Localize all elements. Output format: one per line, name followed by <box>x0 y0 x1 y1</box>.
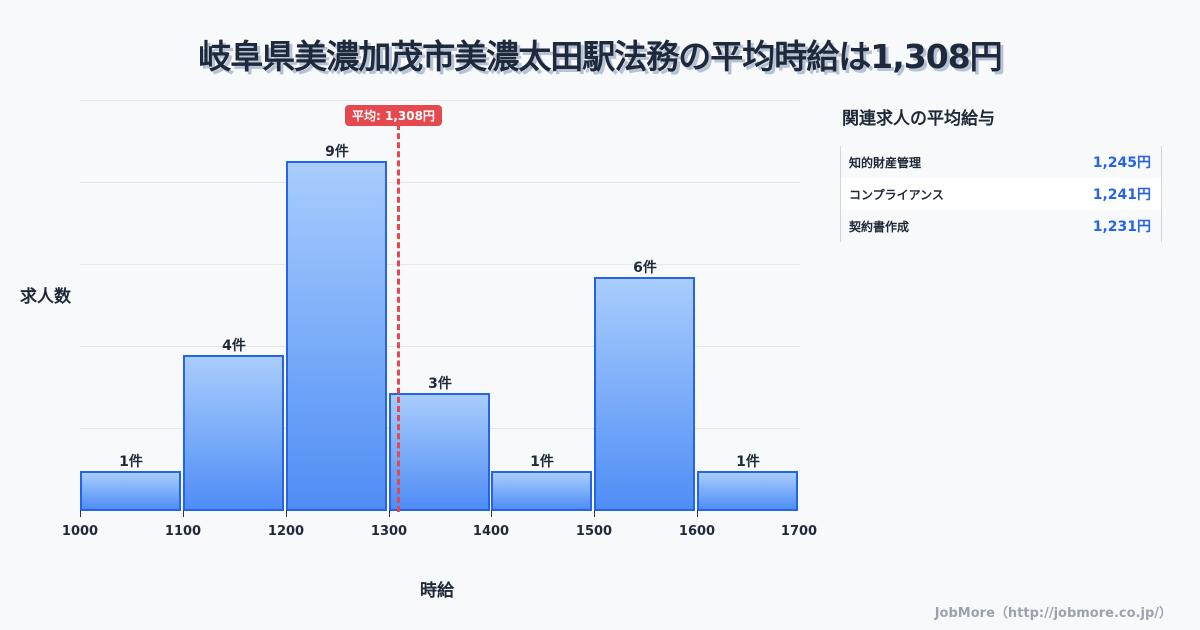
x-tick-label: 1300 <box>370 524 408 539</box>
item-label: 契約書作成 <box>849 219 910 234</box>
x-tick <box>491 510 492 517</box>
bar-label: 1件 <box>736 454 760 470</box>
bar-1500 <box>594 277 695 511</box>
item-label: コンプライアンス <box>849 187 944 202</box>
x-tick <box>697 510 698 517</box>
bar-1600 <box>697 471 798 511</box>
x-tick-label: 1500 <box>575 524 613 539</box>
page-title: 岐阜県美濃加茂市美濃太田駅法務の平均時給は1,308円 <box>198 37 1002 76</box>
gridline <box>80 346 800 347</box>
x-tick-label: 1700 <box>780 524 818 539</box>
y-axis-label: 求人数 <box>20 287 71 307</box>
bar-1200 <box>286 161 387 511</box>
gridline <box>80 182 800 183</box>
x-tick <box>594 510 595 517</box>
x-tick <box>183 510 184 517</box>
related-salary-title: 関連求人の平均給与 <box>842 109 995 129</box>
bar-label: 1件 <box>530 454 554 470</box>
x-tick <box>80 510 81 517</box>
item-value: 1,245円 <box>1092 155 1151 171</box>
x-tick-label: 1600 <box>678 524 716 539</box>
bar-1000 <box>80 471 181 511</box>
bar-label: 6件 <box>633 260 657 276</box>
average-badge: 平均: 1,308円 <box>345 105 442 126</box>
bar-1100 <box>183 355 284 511</box>
bar-1300 <box>389 393 490 511</box>
average-line <box>397 124 400 512</box>
x-axis-label: 時給 <box>420 581 454 601</box>
list-item: 知的財産管理 1,245円 <box>841 146 1161 178</box>
x-tick-label: 1000 <box>61 524 99 539</box>
bar-label: 3件 <box>428 376 452 392</box>
bar-1400 <box>491 471 592 511</box>
item-value: 1,231円 <box>1092 219 1151 235</box>
x-tick-label: 1100 <box>164 524 202 539</box>
bar-label: 1件 <box>119 454 143 470</box>
list-item: コンプライアンス 1,241円 <box>841 178 1161 210</box>
item-value: 1,241円 <box>1092 187 1151 203</box>
related-salary-list: 知的財産管理 1,245円 コンプライアンス 1,241円 契約書作成 1,23… <box>840 146 1162 242</box>
item-label: 知的財産管理 <box>849 155 922 170</box>
gridline <box>80 264 800 265</box>
bar-label: 4件 <box>222 338 246 354</box>
bar-label: 9件 <box>325 144 349 160</box>
footer-credit: JobMore（http://jobmore.co.jp/） <box>934 606 1172 621</box>
list-item: 契約書作成 1,231円 <box>841 210 1161 242</box>
x-tick <box>389 510 390 517</box>
gridline <box>80 100 800 101</box>
x-tick-label: 1400 <box>472 524 510 539</box>
x-tick <box>286 510 287 517</box>
x-tick-label: 1200 <box>267 524 305 539</box>
